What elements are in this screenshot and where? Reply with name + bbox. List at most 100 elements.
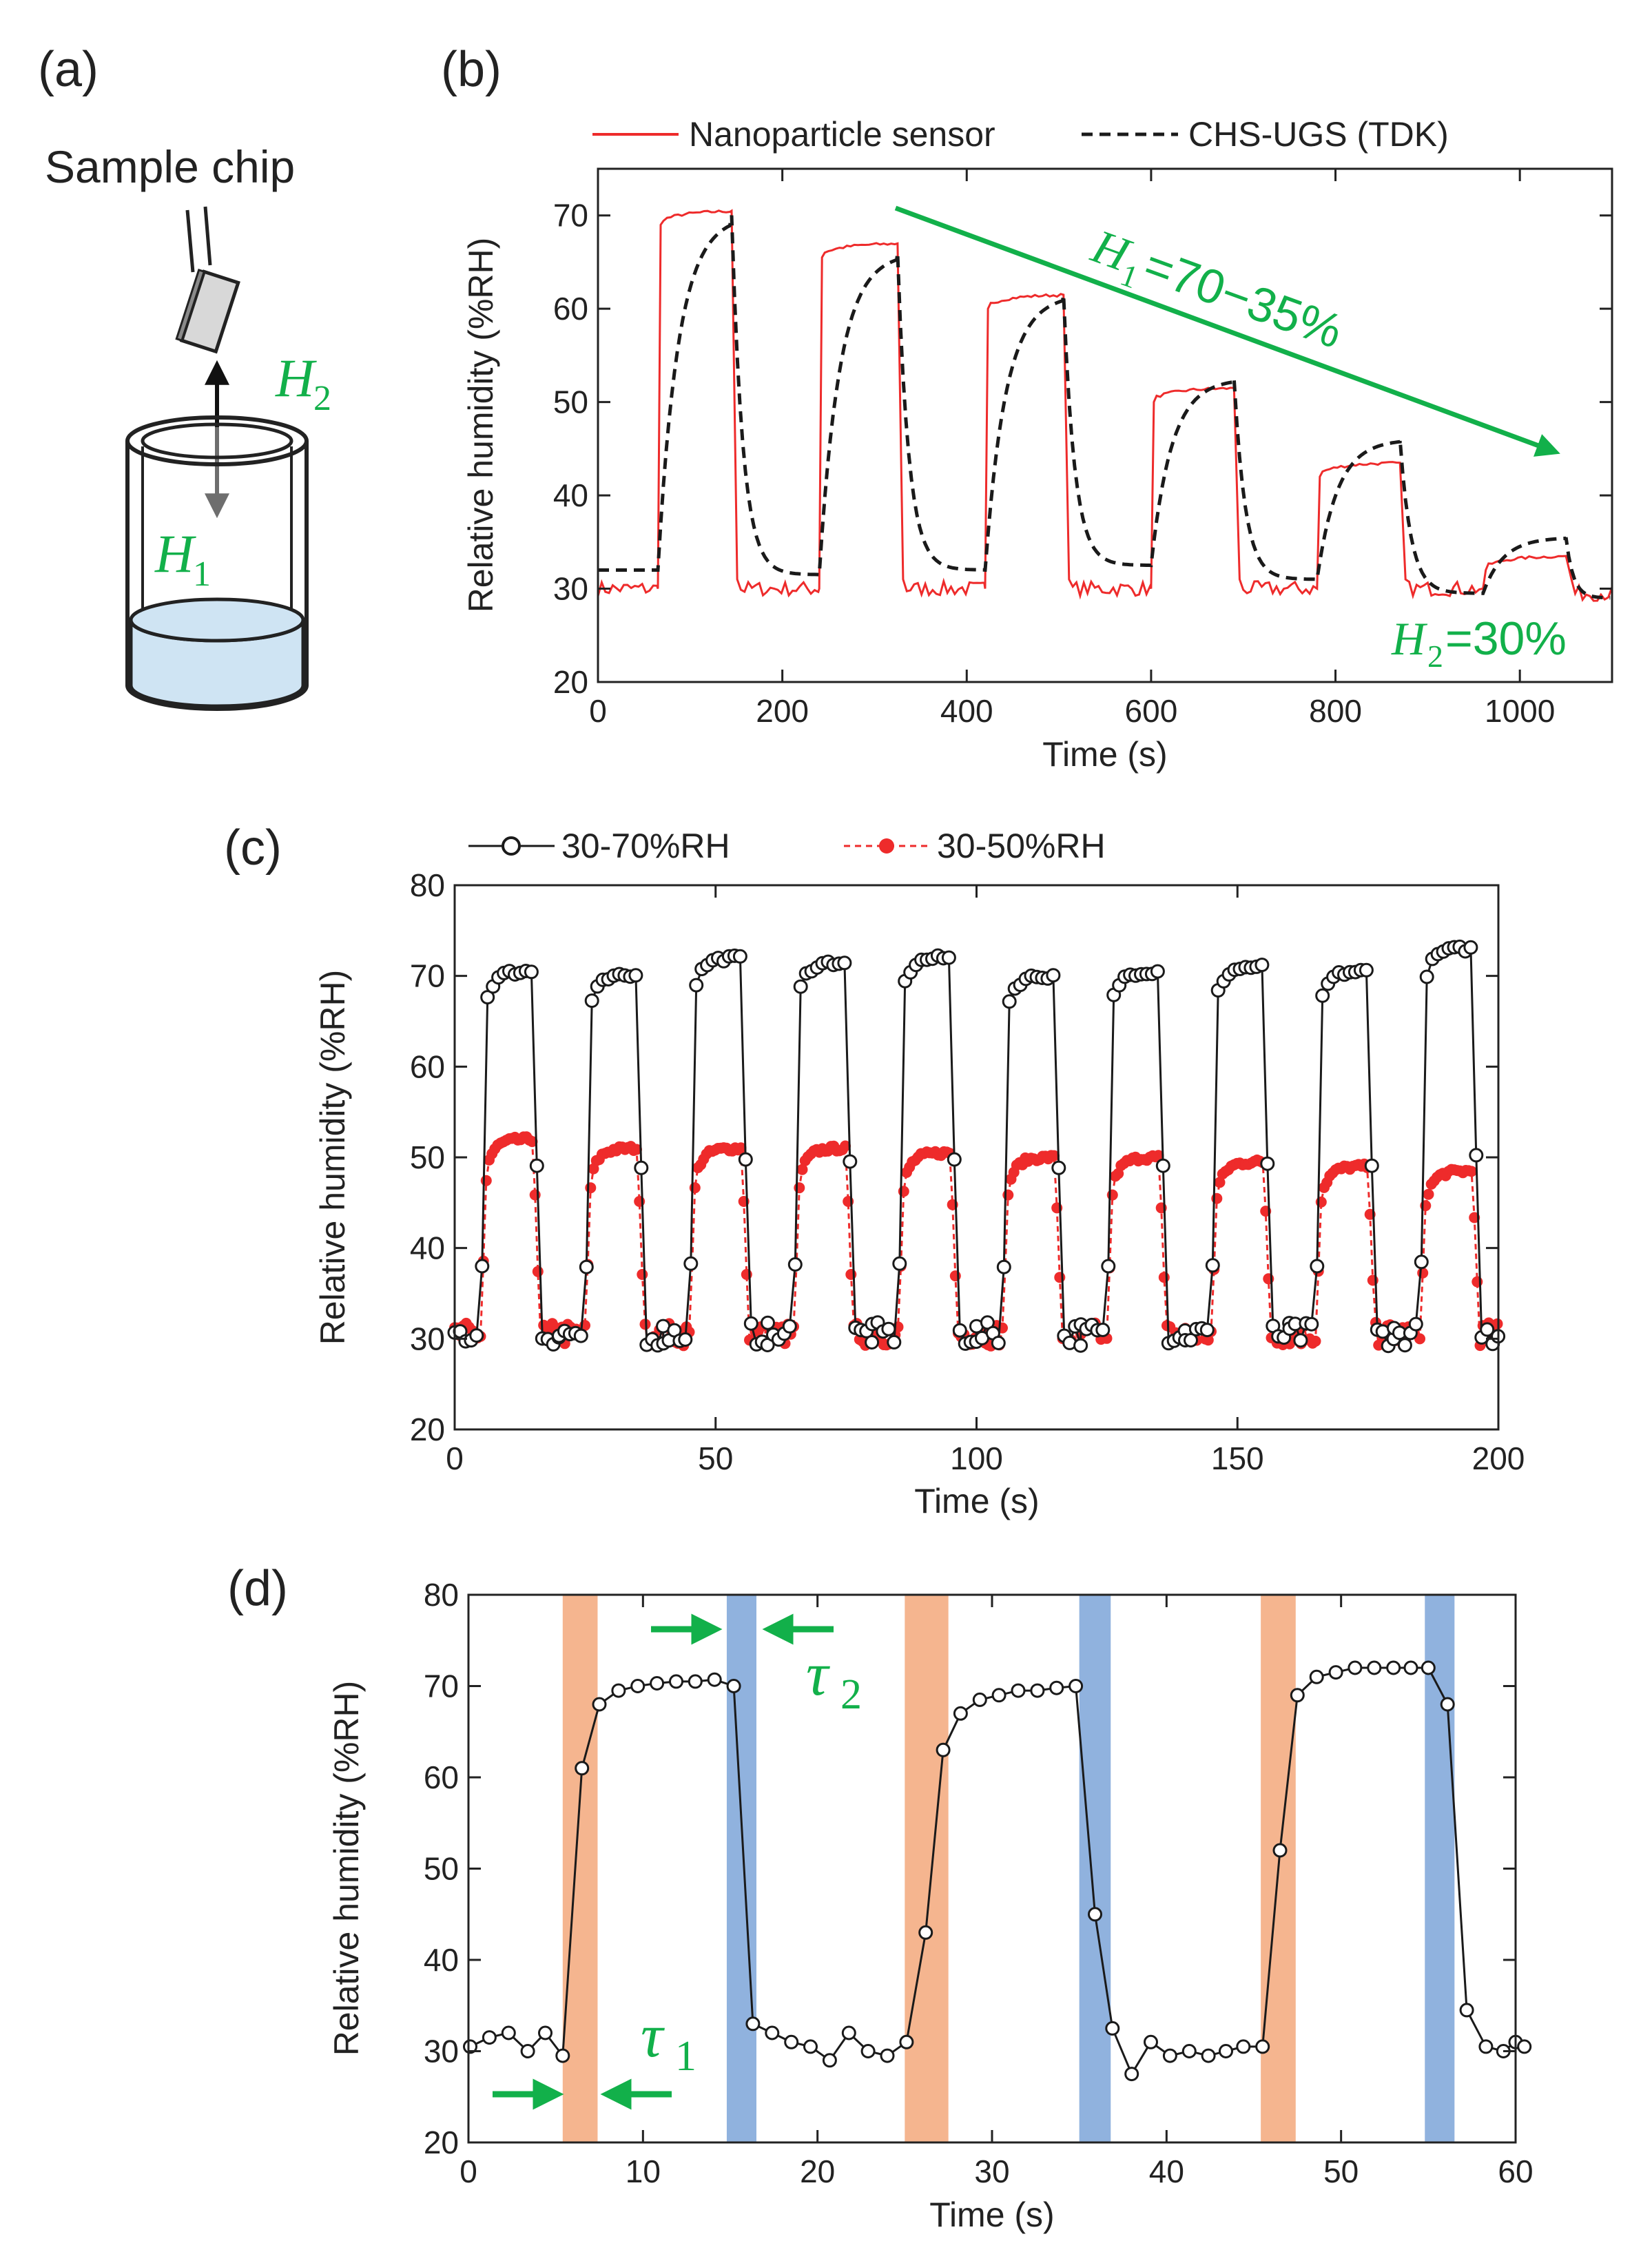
- d-series-point: [1219, 2044, 1233, 2058]
- c-series-30-70-point: [732, 949, 747, 964]
- b-h2-rest: =30%: [1445, 612, 1567, 665]
- c-series-30-70-point: [787, 1257, 803, 1272]
- h2-annotation: H 2: [275, 348, 331, 418]
- c-series-30-70-point: [738, 1152, 753, 1167]
- c-series-30-70-point: [573, 1328, 588, 1343]
- h1-sub: 1: [193, 555, 211, 594]
- d-series-point: [803, 2039, 818, 2054]
- c-series-30-70-point: [947, 1152, 962, 1167]
- d-xtick-label: 60: [1498, 2153, 1533, 2189]
- d-series-point: [1421, 1660, 1436, 1675]
- legend-c-70-marker: [502, 836, 521, 856]
- tau2-main: τ: [806, 1640, 830, 1708]
- c-series-30-70-point: [1101, 1259, 1116, 1274]
- c-series-30-70-point: [1310, 1259, 1325, 1274]
- c-series-30-50-point: [898, 1186, 909, 1197]
- plot-d-frame: [467, 1593, 1517, 2144]
- tau1-sub: 1: [675, 2033, 696, 2080]
- legend-b-sensor-label: Nanoparticle sensor: [689, 115, 995, 154]
- d-fall-band: [1079, 1595, 1111, 2142]
- d-series-point: [1181, 2044, 1197, 2058]
- d-series-point: [1068, 1679, 1084, 1693]
- d-fall-band: [1425, 1595, 1455, 2142]
- d-series-point: [1386, 1660, 1401, 1675]
- d-series-point: [1088, 1907, 1102, 1922]
- legend-c: 30-70%RH 30-50%RH: [468, 827, 1106, 865]
- b-xtick-label: 600: [1125, 693, 1178, 729]
- c-ytick-label: 30: [410, 1321, 445, 1356]
- d-series-point: [822, 2053, 837, 2068]
- c-series-30-50-point: [637, 1269, 648, 1280]
- c-xtick-label: 200: [1472, 1440, 1525, 1476]
- c-series-30-50-point: [689, 1182, 701, 1194]
- c-series-30-70-point: [524, 964, 539, 980]
- d-xtick-label: 10: [626, 2153, 661, 2189]
- d-series-point: [1309, 1669, 1324, 1684]
- c-series-30-70-point: [469, 1328, 484, 1343]
- panel-a: (a) Sample chip H 2 H 1: [38, 42, 331, 711]
- d-series-point: [765, 2025, 780, 2040]
- d-series-point: [745, 2016, 761, 2032]
- b-xtick-label: 800: [1309, 693, 1362, 729]
- d-ytick-label: 50: [424, 1851, 459, 1887]
- c-xtick-label: 50: [698, 1440, 733, 1476]
- c-series-30-70-point: [1480, 1322, 1495, 1337]
- sample-chip-label: Sample chip: [45, 141, 295, 192]
- b-x-axis-label: Time (s): [1042, 735, 1167, 774]
- c-series-30-70-point: [996, 1259, 1011, 1274]
- panel-b-label: (b): [441, 42, 502, 97]
- d-series-point: [592, 1697, 607, 1712]
- c-series-30-70-point: [1414, 1254, 1429, 1270]
- d-series-point: [1517, 2039, 1532, 2054]
- c-series-30-50-point: [1466, 1166, 1477, 1177]
- d-xtick-label: 30: [974, 2153, 1009, 2189]
- c-ytick-label: 40: [410, 1230, 445, 1266]
- d-series-point: [538, 2025, 553, 2040]
- d-series-point: [1105, 2021, 1120, 2036]
- d-series-point: [860, 2044, 876, 2058]
- c-series-30-70-point: [678, 1332, 693, 1347]
- c-xtick-label: 150: [1211, 1440, 1264, 1476]
- d-series-point: [630, 1679, 646, 1693]
- c-series-30-70-point: [1260, 1156, 1275, 1171]
- d-series-point: [1011, 1683, 1026, 1698]
- d-series-point: [575, 1761, 590, 1776]
- b-xtick-label: 400: [940, 693, 993, 729]
- d-series-point: [1162, 2048, 1177, 2063]
- b-h2-sub: 2: [1427, 639, 1443, 674]
- b-ytick-label: 20: [553, 664, 588, 700]
- d-series-point: [899, 2034, 914, 2049]
- d-series-point: [1348, 1660, 1363, 1675]
- d-series-point: [1440, 1697, 1455, 1712]
- c-series-30-70-point: [584, 993, 599, 1009]
- c-series-30-50-point: [1054, 1272, 1066, 1283]
- c-series-30-50-point: [1002, 1189, 1014, 1201]
- d-series-point: [650, 1676, 665, 1691]
- c-series-30-50-point: [1202, 1334, 1214, 1346]
- h2-sub: 2: [313, 379, 331, 418]
- tau1-annotation: τ 1: [493, 2002, 696, 2110]
- c-series-30-70-point: [1073, 1338, 1088, 1353]
- d-series-point: [1272, 1843, 1288, 1858]
- d-series-point: [555, 2048, 570, 2063]
- c-series-30-70-point: [1255, 958, 1270, 973]
- c-series-30-70-point: [683, 1256, 699, 1271]
- c-series-30-70-point: [1095, 1323, 1111, 1337]
- d-x-ticks: 0 10 20 30 40 50 60: [460, 1595, 1534, 2189]
- d-series-point: [936, 1742, 951, 1757]
- c-series-30-70-point: [475, 1259, 490, 1274]
- legend-c-50-marker: [879, 838, 894, 854]
- c-series-30-70-point: [782, 1319, 797, 1334]
- c-series-30-70-point: [865, 1335, 880, 1350]
- c-xtick-label: 100: [950, 1440, 1003, 1476]
- d-series-point: [501, 2025, 516, 2040]
- d-xtick-label: 50: [1323, 2153, 1359, 2189]
- d-series-point: [880, 2048, 895, 2063]
- c-ytick-label: 60: [410, 1048, 445, 1084]
- c-series-30-50-point: [585, 1182, 597, 1194]
- c-series-30-50-point: [1049, 1150, 1060, 1161]
- c-series-30-70-point: [892, 1256, 907, 1271]
- c-series-30-50-point: [631, 1144, 642, 1155]
- d-series-point: [953, 1706, 968, 1721]
- panel-b: (b) Nanoparticle sensor CHS-UGS (TDK) 20…: [441, 42, 1613, 774]
